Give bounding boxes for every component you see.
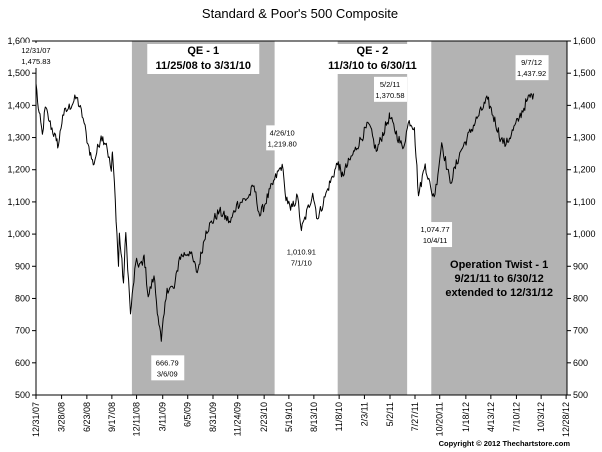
shaded-period-extension-3: extended to 12/31/12 (445, 287, 553, 299)
y-tick-label-right: 800 (573, 293, 588, 303)
series-line-1 (35, 83, 535, 342)
plot-frame (35, 40, 568, 396)
y-tick-label-left: 1,000 (7, 229, 30, 239)
x-tick-label: 12/31/07 (31, 402, 41, 437)
copyright-text: Copyright © 2012 Thechartstore.com (439, 439, 571, 448)
x-tick-label: 1/18/12 (461, 402, 471, 432)
annotation-line-1: 5/2/11 (380, 80, 400, 89)
annotation-line-1: 666.79 (156, 358, 179, 367)
x-axis: 12/31/07 3/28/08 6/23/08 9/17/08 12/11/08 3/1… (31, 395, 571, 437)
y-tick-label-right: 1,300 (573, 133, 596, 143)
shaded-period-label-box-1 (147, 44, 260, 74)
shaded-period-dates-1: 11/25/08 to 3/31/10 (156, 60, 251, 72)
x-tick-label: 11/8/10 (334, 402, 344, 431)
y-tick-label-right: 1,500 (573, 68, 596, 78)
annotation-box (20, 42, 53, 68)
y-tick-label-left: 1,100 (7, 197, 30, 207)
annotation-line-2: 1,437.92 (517, 69, 546, 78)
shaded-period-title-1: QE - 1 (187, 45, 219, 57)
x-tick-label: 10/20/11 (435, 402, 445, 436)
annotation-box (515, 55, 549, 81)
x-tick-label: 2/23/10 (259, 402, 269, 432)
y-tick-label-left: 700 (15, 326, 30, 336)
annotation-line-1: 1,074.77 (420, 225, 449, 234)
x-tick-label: 7/27/11 (410, 402, 420, 431)
shaded-period-label-box-2 (316, 44, 429, 74)
y-tick-label-left: 800 (15, 293, 30, 303)
annotation-box (374, 76, 407, 102)
annotation-line-2: 3/6/09 (157, 369, 178, 378)
chart-title: Standard & Poor's 500 Composite (202, 6, 398, 21)
y-tick-label-left: 1,500 (7, 68, 30, 78)
shaded-period-3 (431, 41, 567, 395)
y-tick-label-left: 600 (15, 358, 30, 368)
x-tick-label: 11/24/09 (233, 402, 243, 436)
annotation-line-1: 9/7/12 (521, 58, 542, 67)
annotation-line-2: 10/4/11 (423, 236, 447, 245)
x-tick-label: 9/17/08 (107, 402, 117, 432)
y-tick-label-right: 700 (573, 326, 588, 336)
y-tick-label-left: 500 (15, 390, 30, 400)
shaded-period-dates-2: 11/3/10 to 6/30/11 (328, 60, 417, 72)
y-tick-label-right: 1,200 (573, 165, 596, 175)
y-tick-label-right: 1,000 (573, 229, 596, 239)
x-tick-label: 5/2/11 (385, 402, 395, 426)
x-tick-label: 2/3/11 (359, 402, 369, 426)
x-tick-label: 12/11/08 (132, 402, 142, 436)
y-tick-label-left: 1,300 (7, 133, 30, 143)
y-tick-label-left: 1,400 (7, 100, 30, 110)
y-tick-label-left: 1,200 (7, 165, 30, 175)
annotation-line-2: 1,370.58 (375, 91, 404, 100)
y-tick-label-left: 1,600 (7, 36, 30, 46)
shaded-period-title-3: Operation Twist - 1 (450, 259, 548, 271)
x-tick-label: 7/10/12 (511, 402, 521, 432)
annotation-box (266, 125, 300, 151)
annotation-line-1: 4/26/10 (270, 128, 295, 137)
annotation-line-2: 7/1/10 (291, 259, 312, 268)
y-tick-label-right: 600 (573, 358, 588, 368)
x-tick-label: 8/31/09 (208, 402, 218, 432)
y-tick-label-right: 1,400 (573, 100, 596, 110)
x-tick-label: 12/28/12 (561, 402, 571, 437)
x-tick-label: 5/19/10 (284, 402, 294, 432)
shaded-period-dates-3: 9/21/11 to 6/30/12 (454, 273, 543, 285)
annotation-line-1: 12/31/07 (21, 46, 50, 55)
annotation-box (151, 355, 185, 381)
x-tick-label: 8/13/10 (309, 402, 319, 432)
y-tick-label-right: 900 (573, 261, 588, 271)
y-tick-label-right: 1,100 (573, 197, 596, 207)
x-tick-label: 3/11/09 (158, 402, 168, 431)
y-axis: 500 500 600 600 700 700 800 800 900 900 1,000 1,000… (7, 36, 595, 400)
y-tick-label-right: 1,600 (573, 36, 596, 46)
x-tick-label: 6/5/09 (183, 402, 193, 427)
x-tick-label: 3/28/08 (57, 402, 67, 432)
annotation-box (419, 222, 453, 248)
y-tick-label-left: 900 (15, 261, 30, 271)
shaded-period-1 (131, 41, 275, 395)
annotations: 12/31/07 1,475.83 666.79 3/6/09 4/26/10 1,219… (20, 42, 549, 381)
x-tick-label: 4/13/12 (486, 402, 496, 432)
annotation-line-2: 1,219.80 (268, 139, 297, 148)
shaded-periods: QE - 1 11/25/08 to 3/31/10 QE - 2 11/3/10 t… (131, 41, 567, 395)
x-tick-label: 10/3/12 (536, 402, 546, 432)
price-series (35, 83, 535, 342)
annotation-line-1: 1,010.91 (287, 248, 316, 257)
annotation-box (285, 244, 319, 270)
shaded-period-title-2: QE - 2 (357, 45, 389, 57)
y-tick-label-right: 500 (573, 390, 588, 400)
annotation-line-2: 1,475.83 (21, 57, 50, 66)
x-tick-label: 6/23/08 (82, 402, 92, 432)
